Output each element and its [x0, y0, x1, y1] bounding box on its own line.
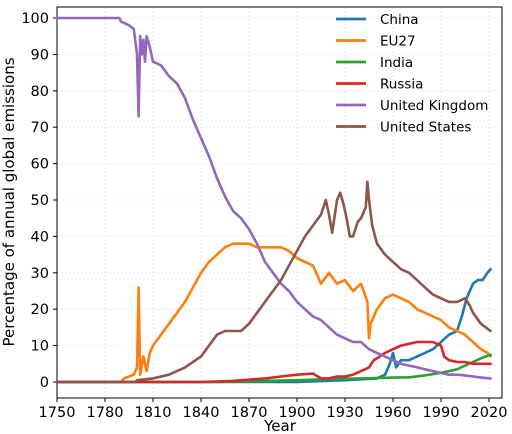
x-tick-label: 1810	[135, 405, 172, 421]
series-line-united-kingdom	[55, 16, 492, 380]
series-line-russia	[55, 340, 492, 384]
y-tick-label: 40	[31, 229, 49, 245]
plot-frame	[56, 6, 503, 399]
x-axis-label: Year	[263, 417, 297, 434]
y-axis-label: Percentage of annual global emissions	[0, 57, 18, 346]
y-tick-label: 20	[31, 302, 49, 318]
y-tick-label: 100	[21, 11, 49, 27]
legend-label: United States	[380, 120, 471, 136]
y-tick-label: 0	[40, 375, 49, 391]
x-tick-label: 1930	[327, 405, 364, 421]
y-tick-label: 30	[31, 266, 49, 282]
legend-label: India	[380, 55, 413, 71]
legend-label: China	[380, 12, 419, 28]
x-tick-label: 1960	[375, 405, 412, 421]
x-tick-label: 1750	[39, 405, 76, 421]
x-tick-label: 1780	[87, 405, 124, 421]
legend-label: United Kingdom	[380, 98, 488, 114]
x-tick-label: 1870	[231, 405, 268, 421]
y-tick-label: 10	[31, 339, 49, 355]
y-tick-label: 90	[31, 47, 49, 63]
y-tick-label: 70	[31, 120, 49, 136]
y-tick-label: 50	[31, 193, 49, 209]
series-line-eu27	[55, 242, 492, 384]
series-line-united-states	[55, 180, 492, 384]
legend-label: EU27	[380, 34, 416, 50]
y-tick-label: 80	[31, 84, 49, 100]
x-tick-label: 1990	[423, 405, 460, 421]
y-tick-label: 60	[31, 157, 49, 173]
x-tick-label: 1840	[183, 405, 220, 421]
x-tick-label: 2020	[471, 405, 508, 421]
x-tick-label: 1900	[279, 405, 316, 421]
series-line-china	[55, 267, 492, 384]
legend-label: Russia	[380, 77, 423, 93]
